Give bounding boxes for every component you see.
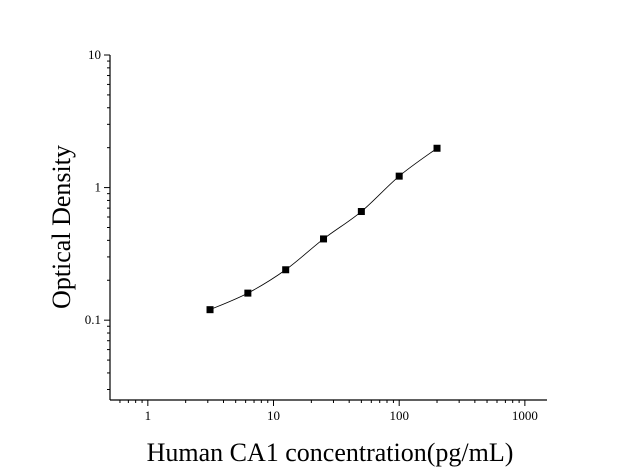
y-axis-title: Optical Density xyxy=(47,145,76,309)
y-tick-label: 10 xyxy=(88,47,101,62)
y-tick-label: 0.1 xyxy=(85,312,101,327)
data-points xyxy=(206,144,441,314)
x-axis-title: Human CA1 concentration(pg/mL) xyxy=(147,438,514,467)
x-tick-label: 10 xyxy=(267,408,280,423)
x-tick-label: 1000 xyxy=(512,408,538,423)
data-point xyxy=(357,208,365,216)
data-point xyxy=(395,172,403,180)
axes xyxy=(109,55,547,401)
data-point xyxy=(320,235,328,243)
y-tick-label: 1 xyxy=(95,180,102,195)
ticks: 1 10 100 1000 0.1 1 10 xyxy=(85,47,538,423)
data-point xyxy=(433,144,441,152)
fit-curve-group xyxy=(209,147,438,311)
data-point xyxy=(244,289,252,297)
data-point xyxy=(282,266,290,274)
x-tick-label: 100 xyxy=(389,408,409,423)
x-tick-label: 1 xyxy=(145,408,152,423)
fit-curve xyxy=(209,147,438,311)
data-point xyxy=(206,306,214,314)
